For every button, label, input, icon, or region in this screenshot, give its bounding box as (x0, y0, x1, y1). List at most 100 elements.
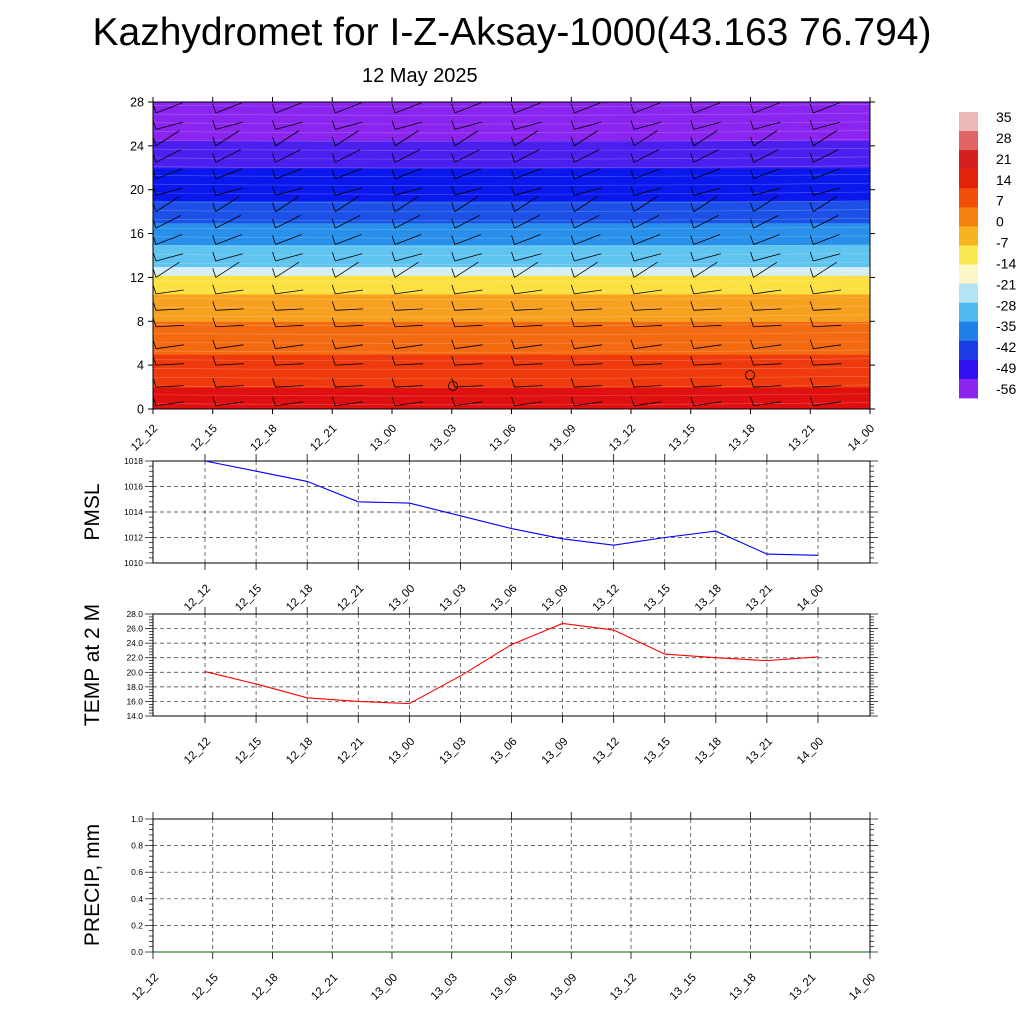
x-tick-label: 12_21 (308, 423, 339, 454)
contour-line (153, 332, 870, 335)
wind-barb (331, 102, 362, 114)
wind-barb (690, 251, 721, 262)
colorbar-label: 14 (996, 172, 1012, 188)
contour-line (153, 296, 870, 300)
wind-barb (570, 120, 602, 130)
contour-line (153, 349, 870, 353)
x-tick-label: 13_06 (489, 736, 520, 767)
wind-barb (809, 215, 839, 229)
wind-barb (690, 317, 722, 328)
wind-barb (511, 339, 543, 350)
wind-barb (869, 339, 870, 341)
x-tick-label: 13_21 (787, 972, 818, 1003)
wind-barb (630, 284, 662, 295)
wind-barb (391, 102, 422, 114)
y-tick-label: 8 (137, 315, 144, 329)
x-tick-label: 12_15 (233, 583, 264, 614)
wind-barb (570, 234, 601, 245)
wind-barb (212, 251, 243, 262)
wind-barb (511, 301, 543, 311)
x-tick-label: 13_18 (727, 423, 758, 454)
wind-barb (511, 356, 543, 366)
wind-barb (272, 196, 300, 212)
wind-barb (451, 102, 482, 114)
wind-barb (272, 102, 302, 114)
x-tick-label: 13_15 (642, 736, 673, 767)
heatmap-band (153, 321, 870, 355)
wind-barb (570, 215, 600, 229)
wind-barb (331, 284, 364, 295)
wind-barb (391, 284, 423, 295)
wind-barb (451, 396, 483, 407)
x-tick-label: 12_15 (233, 736, 264, 767)
wind-barb (451, 261, 479, 278)
x-tick-label: 13_21 (744, 736, 775, 767)
wind-barb (212, 317, 244, 328)
y-tick-label: 1.0 (131, 814, 143, 824)
heatmap-band (153, 354, 870, 388)
y-axis-title: PRECIP, mm (81, 824, 104, 946)
wind-barb (690, 339, 722, 350)
x-tick-label: 13_00 (386, 583, 417, 614)
x-tick-label: 12_21 (335, 736, 366, 767)
wind-barb (630, 251, 662, 262)
wind-barb (272, 356, 304, 366)
series-line (204, 622, 819, 705)
wind-barb (809, 196, 837, 212)
wind-barb (570, 317, 603, 328)
heatmap-band (153, 167, 870, 202)
wind-barb (750, 356, 782, 366)
x-tick-label: 12_15 (189, 423, 220, 454)
wind-barb (570, 301, 603, 311)
colorbar-swatch (959, 340, 978, 361)
x-tick-label: 13_09 (540, 583, 571, 614)
colorbar-swatch (959, 131, 978, 151)
y-tick-label: 0.2 (131, 920, 143, 930)
wind-barb (690, 120, 721, 130)
wind-barb (391, 356, 423, 366)
colorbar-swatch (959, 378, 978, 399)
wind-barb (212, 356, 244, 366)
wind-barb (690, 356, 722, 366)
wind-barb (331, 261, 359, 278)
wind-barb (809, 168, 840, 180)
contour-line (153, 165, 870, 169)
contour-line (153, 235, 870, 239)
heatmap-band (153, 293, 870, 322)
colorbar-label: 7 (996, 193, 1004, 209)
wind-barb (511, 196, 539, 212)
wind-barb (750, 251, 781, 262)
wind-barb (570, 149, 600, 163)
wind-barb (272, 339, 304, 350)
wind-barb (869, 396, 870, 398)
wind-barb (690, 234, 721, 245)
x-tick-label: 13_00 (368, 423, 399, 454)
precip-plot: 0.0 0.2 0.4 0.6 0.8 1.0 12_12 12_15 12_18 12_21 13… (81, 812, 878, 1003)
wind-barb (331, 356, 364, 366)
wind-barb (630, 377, 662, 388)
wind-barb (630, 186, 662, 196)
wind-barb (750, 168, 780, 180)
wind-barb (630, 130, 658, 147)
wind-barb (331, 377, 364, 388)
y-axis-title: TEMP at 2 M (81, 604, 104, 726)
wind-barb (630, 215, 660, 229)
heatmap-band (153, 266, 870, 276)
colorbar: 35 28 21 14 7 0 -7 -14 -21 -28 -35 -42 -49 -56 (959, 109, 1016, 399)
y-tick-label: 24.0 (126, 638, 143, 648)
contour-line (153, 191, 870, 195)
wind-barb (212, 186, 243, 196)
wind-barb (331, 251, 363, 262)
contour-line (153, 226, 870, 230)
contour-line (153, 174, 870, 178)
calm-circle (448, 381, 458, 391)
heatmap-band (153, 222, 870, 246)
wind-barb (511, 234, 541, 245)
wind-barb (451, 234, 482, 245)
x-tick-label: 13_12 (608, 972, 639, 1003)
wind-barb (750, 149, 779, 163)
x-tick-label: 13_12 (607, 423, 638, 454)
wind-barb (570, 130, 598, 147)
x-tick-label: 12_12 (130, 972, 161, 1003)
wind-barb (331, 196, 359, 212)
